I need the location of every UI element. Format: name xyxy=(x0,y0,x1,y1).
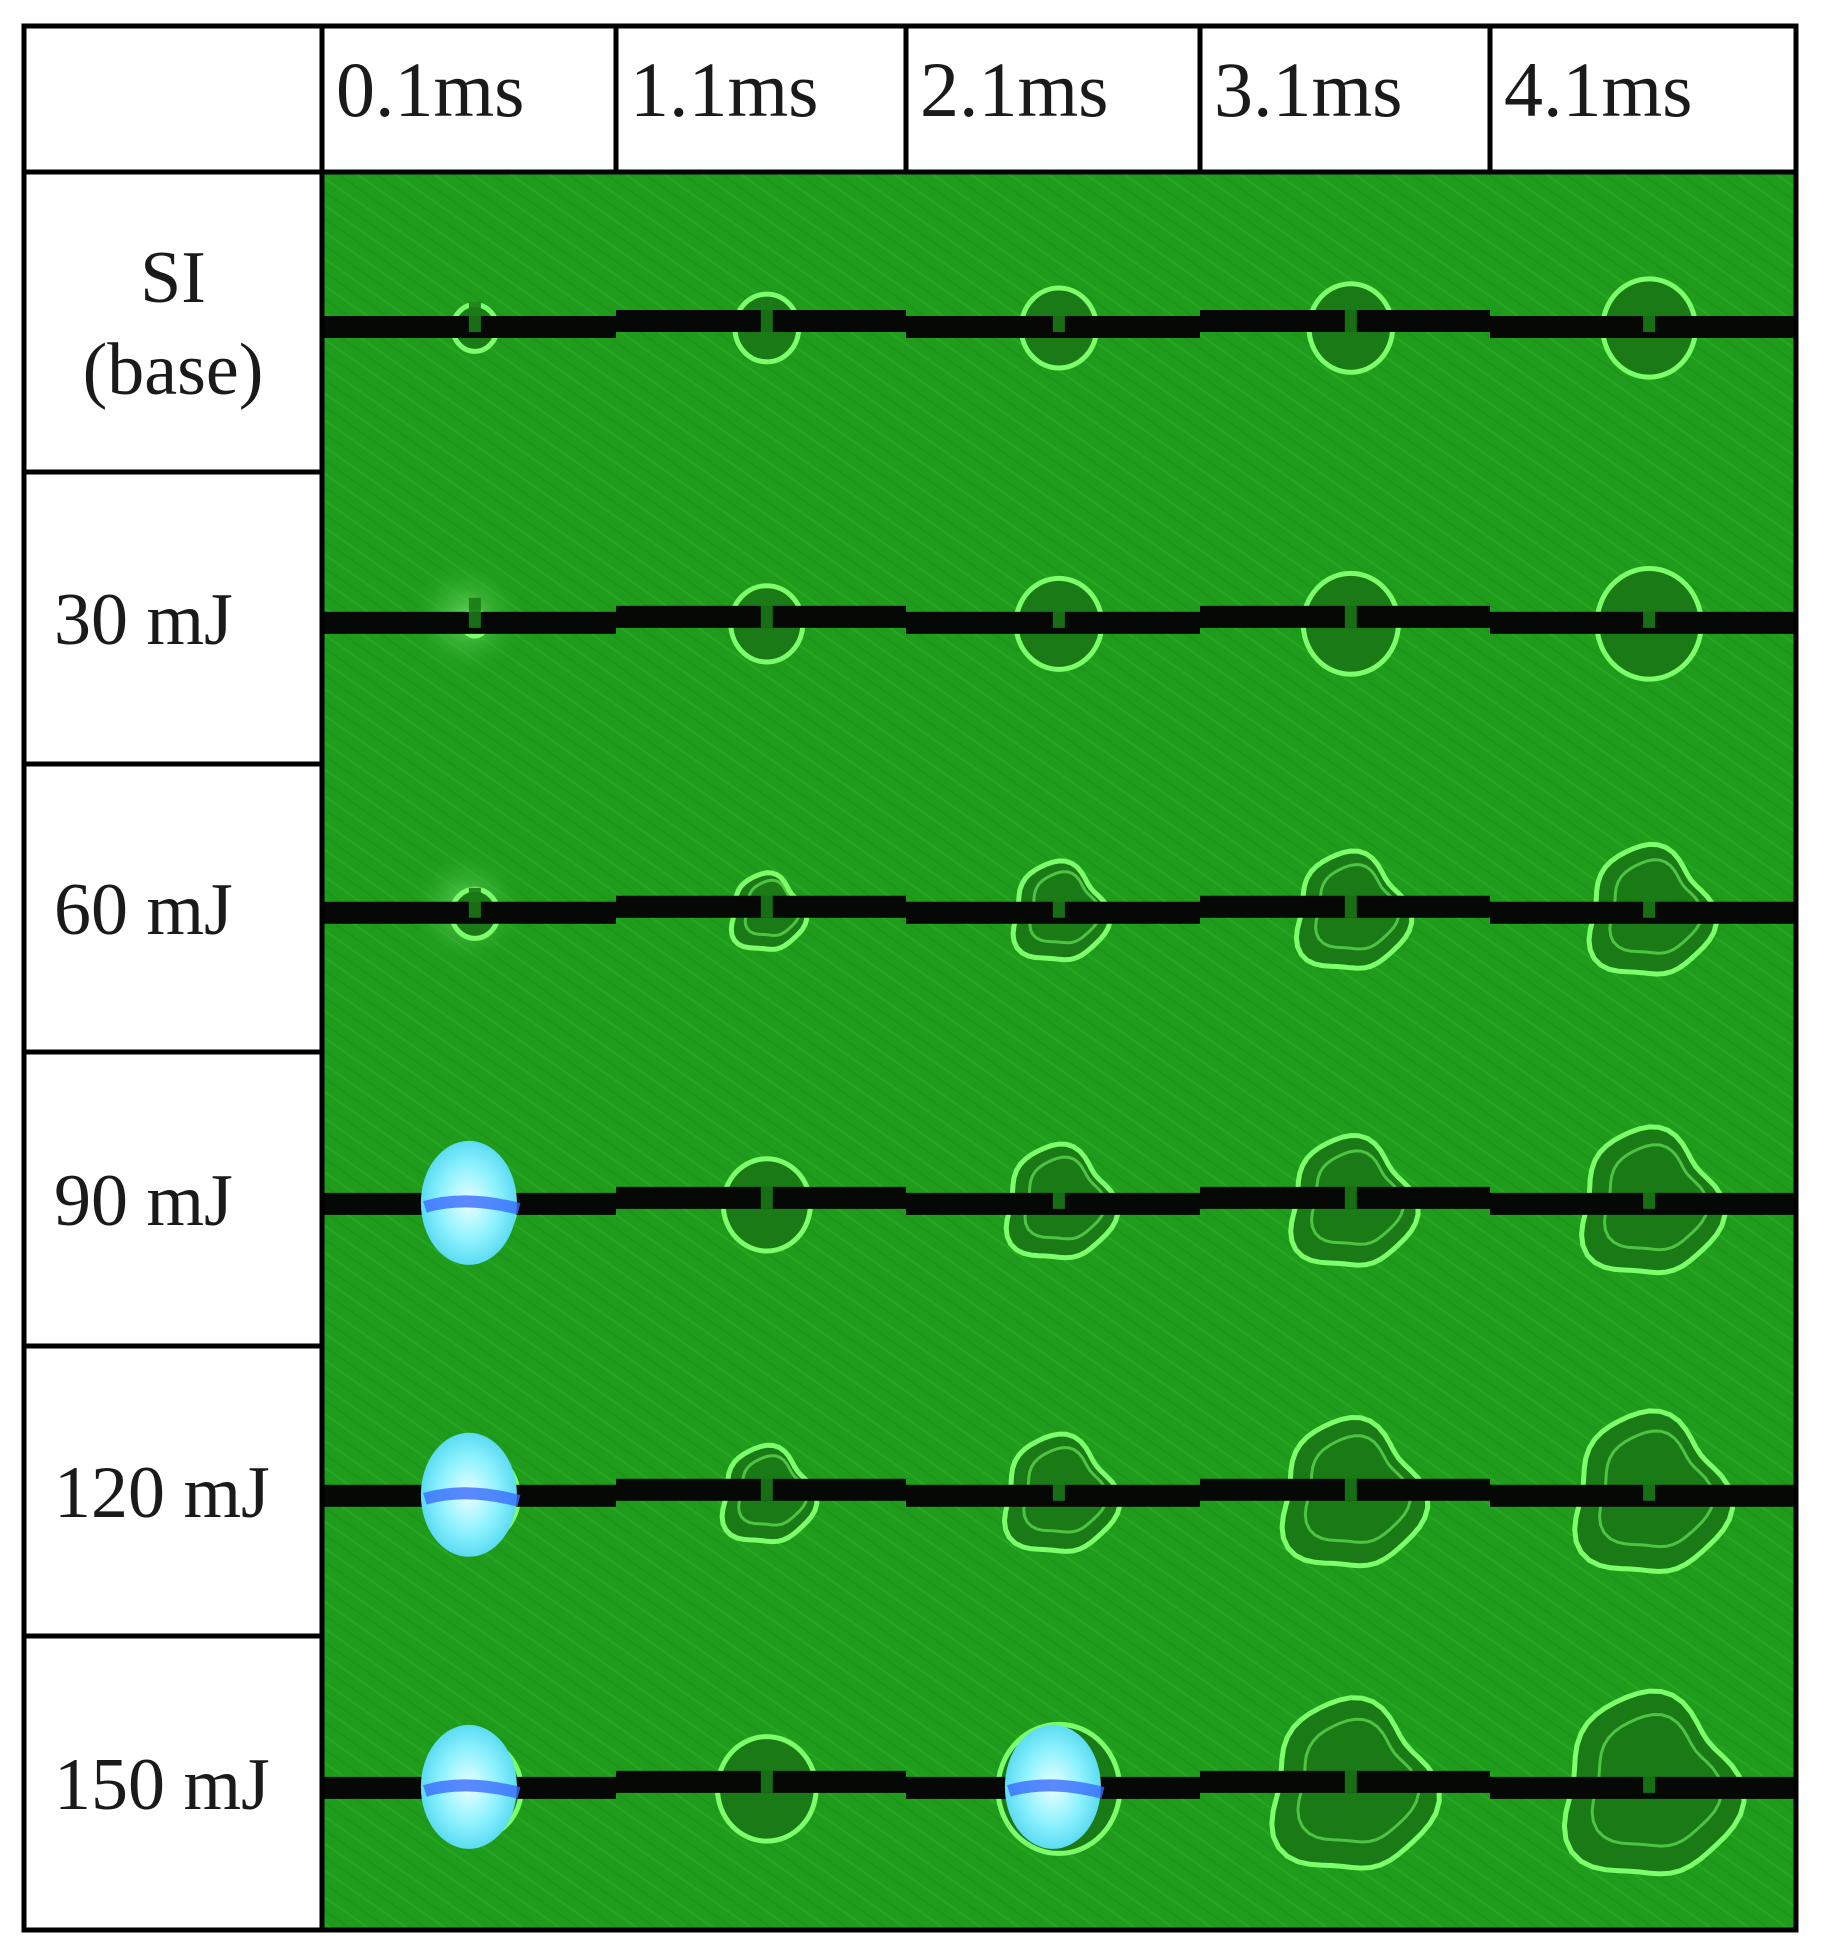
electrode-gap xyxy=(760,1762,773,1793)
bubble-cell-5-0 xyxy=(322,1724,616,1849)
electrode-gap xyxy=(760,887,773,918)
bubble-cell-2-3 xyxy=(1200,848,1490,971)
electrode-gap xyxy=(1643,597,1656,628)
bubble-cell-1-1 xyxy=(616,583,906,665)
image-row-2 xyxy=(322,841,1796,977)
row-label-0-line-0: SI xyxy=(140,237,206,319)
bubble-cell-3-2 xyxy=(906,1141,1200,1261)
time-label-4: 4.1ms xyxy=(1504,46,1693,133)
bubble-cell-0-3 xyxy=(1200,281,1490,375)
electrode-gap xyxy=(468,302,481,332)
electrode-gap xyxy=(1643,302,1656,332)
electrode-gap xyxy=(1643,1178,1656,1209)
time-label-0: 0.1ms xyxy=(336,46,525,133)
electrode-gap xyxy=(1344,887,1357,918)
bubble-cell-5-3 xyxy=(1200,1695,1490,1871)
bubble-cell-4-1 xyxy=(616,1442,906,1545)
electrode-gap xyxy=(760,1178,773,1209)
bubble-cell-2-0 xyxy=(322,845,616,970)
bubble-cell-0-4 xyxy=(1490,276,1796,380)
row-label-4-line-0: 120 mJ xyxy=(54,1452,270,1534)
electrode-gap xyxy=(1052,302,1065,332)
bubble-cell-3-1 xyxy=(616,1156,906,1254)
plasma-channel xyxy=(423,1487,521,1507)
bubble-cell-2-1 xyxy=(616,870,906,952)
bubble-cell-0-1 xyxy=(616,291,906,365)
time-label-2: 2.1ms xyxy=(920,46,1109,133)
bubble-cell-2-4 xyxy=(1490,841,1796,977)
electrode xyxy=(1490,611,1796,634)
electrode-gap xyxy=(468,597,481,628)
image-row-1 xyxy=(322,555,1796,682)
bubble-cell-4-2 xyxy=(906,1431,1200,1554)
bubble-cell-4-4 xyxy=(1490,1408,1796,1575)
electrode-gap xyxy=(468,887,481,918)
electrode xyxy=(1490,1484,1796,1507)
image-row-0 xyxy=(322,276,1796,380)
electrode-gap xyxy=(1643,887,1656,918)
electrode-gap xyxy=(1344,1762,1357,1793)
electrode-gap xyxy=(1344,1470,1357,1501)
table-frame xyxy=(21,23,1799,1933)
electrode xyxy=(1490,1192,1796,1215)
bubble-cell-1-2 xyxy=(906,575,1200,672)
electrode-gap xyxy=(1344,302,1357,332)
bubble-cell-0-0 xyxy=(322,302,616,354)
row-label-2-line-0: 60 mJ xyxy=(54,869,233,951)
row-label-3-line-0: 90 mJ xyxy=(54,1160,233,1242)
electrode-gap xyxy=(1052,597,1065,628)
bubble-cell-3-0 xyxy=(322,1140,616,1265)
electrode-gap xyxy=(1344,597,1357,628)
image-row-5 xyxy=(322,1688,1796,1877)
bubble-cell-3-4 xyxy=(1490,1124,1796,1276)
bubble-cell-2-2 xyxy=(906,858,1200,963)
row-label-1-line-0: 30 mJ xyxy=(54,579,233,661)
electrode-gap xyxy=(760,597,773,628)
electrode-gap xyxy=(1643,1470,1656,1501)
bubble-cell-4-0 xyxy=(322,1432,616,1557)
bubble-cell-4-3 xyxy=(1200,1414,1490,1569)
bubble-cell-5-2 xyxy=(906,1721,1200,1856)
schlieren-background xyxy=(322,172,1796,1930)
image-panel xyxy=(322,172,1796,1930)
electrode-gap xyxy=(1643,1762,1656,1793)
electrode-gap xyxy=(760,1470,773,1501)
plasma-channel xyxy=(1007,1779,1105,1799)
image-row-4 xyxy=(322,1408,1796,1575)
electrode-gap xyxy=(1052,1470,1065,1501)
electrode-gap xyxy=(1052,887,1065,918)
electrode xyxy=(1490,1776,1796,1799)
electrode xyxy=(1490,901,1796,924)
bubble-cell-1-4 xyxy=(1490,566,1796,682)
electrode-gap xyxy=(1344,1178,1357,1209)
bubble-cell-5-4 xyxy=(1490,1688,1796,1877)
header-row: 0.1ms 1.1ms 2.1ms 3.1ms 4.1ms xyxy=(336,46,1693,133)
time-label-3: 3.1ms xyxy=(1214,46,1403,133)
bubble-cell-1-3 xyxy=(1200,570,1490,677)
row-labels: SI (base) 30 mJ 60 mJ 90 mJ 120 mJ 150 mJ xyxy=(54,237,270,1826)
bubble-cell-0-2 xyxy=(906,285,1200,371)
electrode-gap xyxy=(760,302,773,332)
bubble-cell-1-0 xyxy=(322,555,616,680)
plasma-channel xyxy=(423,1195,521,1215)
bubble-cell-3-3 xyxy=(1200,1132,1490,1268)
plasma-channel xyxy=(423,1779,521,1799)
image-row-3 xyxy=(322,1124,1796,1276)
bubble-cell-5-1 xyxy=(616,1734,906,1844)
row-label-0-line-1: (base) xyxy=(83,329,264,411)
row-label-5-line-0: 150 mJ xyxy=(54,1744,270,1826)
electrode-gap xyxy=(1052,1178,1065,1209)
grid-lines xyxy=(21,23,1799,1933)
electrode xyxy=(1490,316,1796,338)
time-label-1: 1.1ms xyxy=(630,46,819,133)
